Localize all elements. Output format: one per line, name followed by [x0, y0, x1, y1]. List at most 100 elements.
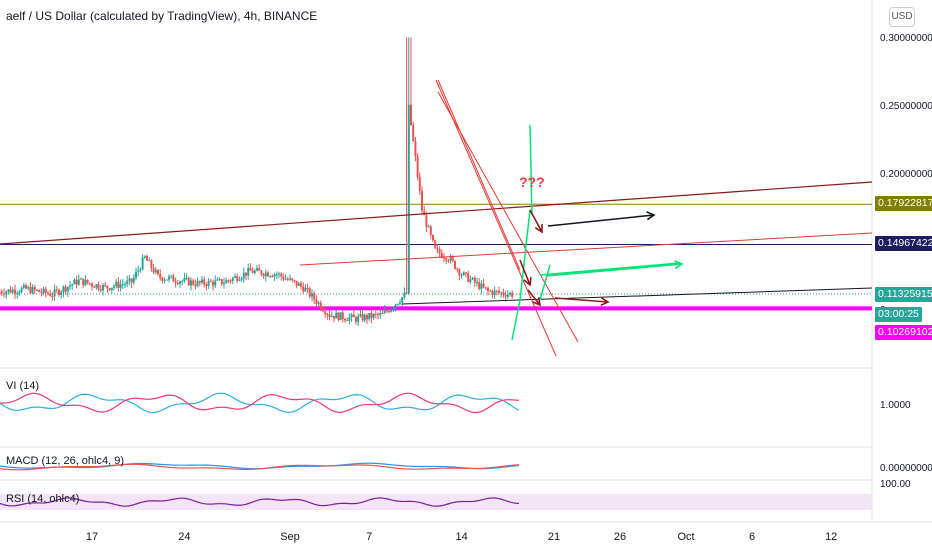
candle-body: [194, 284, 197, 286]
time-tick-label: Sep: [280, 531, 300, 543]
trend-line: [401, 287, 873, 305]
candle-body: [319, 302, 322, 309]
time-tick-label: 17: [85, 531, 99, 543]
candle-body: [154, 270, 157, 273]
time-tick-label: 12: [825, 531, 838, 543]
candle-body: [275, 274, 278, 276]
candle-body: [223, 283, 225, 285]
candle-body: [71, 284, 74, 286]
candle-body: [348, 317, 351, 321]
chart-title: aelf / US Dollar (calculated by TradingV…: [6, 9, 318, 23]
candle-body: [500, 292, 503, 294]
candle-body: [460, 275, 463, 277]
macd-scale-label: 0.00000000: [880, 463, 932, 474]
candle-body: [456, 268, 459, 270]
candle-body: [18, 292, 21, 294]
candle-body: [73, 279, 76, 285]
currency-button[interactable]: USD: [889, 7, 915, 27]
candle-body: [203, 279, 206, 285]
rsi-band: [0, 494, 872, 510]
candle-body: [339, 312, 342, 321]
candle-body: [44, 288, 47, 293]
candle-body: [498, 290, 500, 293]
candle-body: [324, 311, 327, 315]
candle-body: [412, 125, 415, 141]
indicator-panes: [0, 392, 872, 510]
candle-body: [157, 270, 159, 274]
candle-body: [410, 104, 412, 126]
candle-body: [280, 273, 283, 277]
candle-body: [38, 289, 41, 293]
price-tick-label: 0.20000000: [880, 169, 932, 180]
candle-body: [0, 291, 3, 294]
candle-body: [286, 278, 289, 280]
candle-body: [77, 279, 80, 285]
candle-body: [205, 284, 208, 287]
target-arrow: [547, 214, 655, 227]
candle-body: [284, 278, 287, 280]
candle-body: [130, 278, 133, 283]
candle-body: [491, 291, 494, 295]
candle-body: [366, 315, 368, 320]
candle-body: [267, 272, 269, 277]
candle-body: [58, 290, 60, 295]
candle-body: [29, 287, 32, 294]
candle-body: [172, 275, 175, 282]
candle-body: [238, 279, 241, 281]
candle-body: [93, 286, 96, 288]
candle-body: [269, 276, 272, 278]
candle-body: [185, 277, 188, 279]
candle-body: [297, 283, 300, 286]
time-tick-label: 14: [455, 531, 468, 543]
candle-body: [176, 282, 179, 284]
candle-body: [104, 285, 107, 287]
projection-line: [539, 264, 551, 301]
candle-body: [405, 292, 408, 294]
candle-body: [377, 314, 379, 316]
candle-body: [390, 309, 393, 312]
candle-body: [91, 283, 93, 287]
red-arrow: [519, 259, 531, 286]
candle-body: [80, 278, 82, 280]
candle-body: [135, 271, 137, 278]
candle-body: [5, 291, 8, 295]
drawings: [0, 79, 873, 357]
candle-body: [344, 318, 346, 321]
red-arrow: [527, 289, 541, 306]
rsi-scale-label: 100.00: [880, 479, 911, 490]
candle-body: [231, 277, 234, 281]
candle-body: [416, 156, 419, 178]
candle-body: [432, 234, 434, 241]
candle-body: [234, 276, 236, 278]
red-arrow: [554, 297, 609, 303]
candle-body: [22, 285, 25, 288]
time-tick-label: 24: [178, 531, 191, 543]
candle-body: [146, 256, 148, 261]
candle-body: [117, 281, 120, 288]
candle-body: [326, 314, 329, 316]
candle-body: [315, 299, 318, 304]
candle-body: [295, 280, 298, 286]
candle-body: [225, 280, 228, 284]
candle-body: [16, 292, 19, 294]
candle-body: [425, 215, 428, 227]
candle-body: [407, 104, 410, 294]
candle-body: [9, 289, 12, 293]
candle-body: [51, 296, 54, 298]
candle-body: [55, 289, 58, 291]
candle-body: [414, 140, 417, 157]
rsi-line: [0, 497, 520, 507]
price-tag: 03:00:25: [875, 307, 922, 322]
candle-body: [467, 273, 470, 282]
candle-body: [0, 291, 1, 293]
trend-line: [299, 232, 873, 266]
candle-body: [47, 292, 49, 294]
candle-body: [40, 292, 43, 294]
candle-body: [355, 317, 357, 322]
candle-body: [7, 289, 10, 292]
vi-minus-line: [0, 392, 520, 414]
candle-body: [506, 294, 509, 297]
candle-body: [440, 253, 443, 258]
candle-body: [465, 272, 467, 274]
